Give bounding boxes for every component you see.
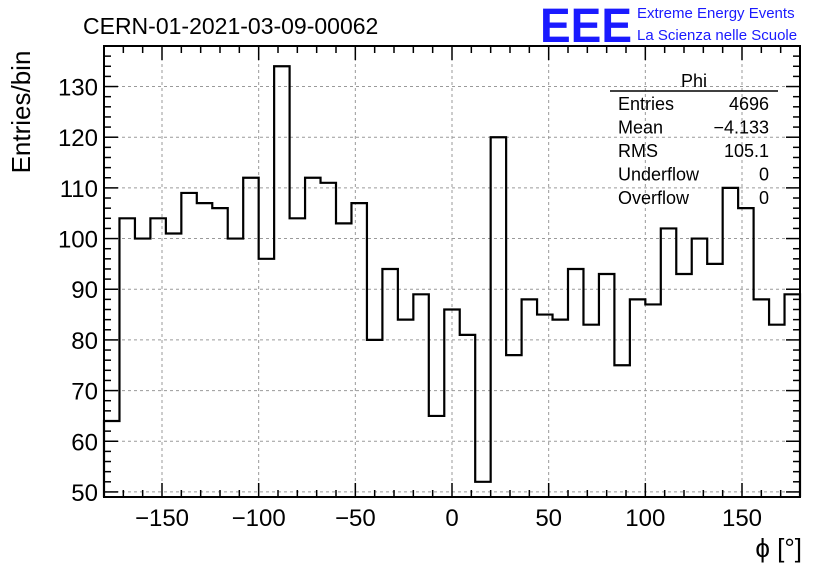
- y-tick-labels: 50 60 70 80 90 100 110 120 130: [58, 75, 98, 507]
- stats-label: Entries: [618, 94, 674, 114]
- histogram-bin: [614, 365, 629, 497]
- stats-box: Phi Entries 4696 Mean −4.133 RMS 105.1 Underfl…: [610, 71, 778, 208]
- histogram-bin: [785, 294, 800, 497]
- histogram-bin: [398, 320, 413, 497]
- x-tick-label: 0: [445, 505, 458, 532]
- histogram-bin: [321, 183, 336, 497]
- eee-logo-line2: La Scienza nelle Scuole: [637, 27, 797, 44]
- y-axis-label: Entries/bin: [6, 51, 36, 174]
- stats-box-name: Phi: [681, 71, 707, 91]
- histogram-bin: [537, 315, 552, 497]
- x-tick-label: −100: [232, 505, 286, 532]
- y-tick-label: 130: [58, 75, 98, 102]
- y-tick-label: 100: [58, 227, 98, 254]
- histogram-outline: [102, 65, 802, 497]
- histogram-bin: [351, 203, 366, 497]
- histogram-bin: [119, 218, 134, 497]
- histogram-bin: [274, 66, 289, 497]
- eee-logo-mark: EEE: [540, 0, 632, 53]
- histogram-bin: [707, 264, 722, 497]
- x-tick-label: 150: [722, 505, 762, 532]
- histogram-bin: [413, 294, 428, 497]
- y-tick-label: 90: [71, 277, 98, 304]
- histogram-bin: [367, 340, 382, 497]
- histogram-bin: [599, 274, 614, 497]
- y-tick-label: 120: [58, 125, 98, 152]
- stats-value: 0: [759, 188, 769, 208]
- histogram-bin: [135, 239, 150, 497]
- histogram-bins: [102, 65, 802, 497]
- histogram-bin: [305, 178, 320, 497]
- stats-label: Mean: [618, 118, 663, 138]
- histogram-bin: [645, 304, 660, 497]
- histogram-bin: [661, 228, 676, 497]
- histogram-bin: [738, 208, 753, 497]
- histogram-bin: [583, 325, 598, 497]
- y-tick-label: 50: [71, 480, 98, 507]
- histogram-bin: [290, 218, 305, 497]
- histogram-bin: [181, 193, 196, 497]
- x-tick-labels: −150 −100 −50 0 50 100 150: [135, 505, 762, 532]
- stats-label: RMS: [618, 141, 658, 161]
- stats-value: 0: [759, 165, 769, 185]
- histogram-bin: [243, 178, 258, 497]
- histogram-bin: [769, 325, 784, 497]
- axis-ticks: [103, 45, 801, 497]
- x-tick-label: 50: [535, 505, 562, 532]
- histogram-bin: [754, 299, 769, 497]
- histogram-bin: [228, 239, 243, 497]
- histogram-bin: [723, 188, 738, 497]
- y-tick-label: 80: [71, 328, 98, 355]
- stats-label: Underflow: [618, 165, 700, 185]
- histogram-bin: [568, 269, 583, 497]
- x-axis-label: ϕ [°]: [755, 533, 802, 563]
- x-tick-label: −50: [335, 505, 376, 532]
- histogram-bin: [197, 203, 212, 497]
- histogram-bin: [491, 137, 506, 497]
- x-tick-label: 100: [625, 505, 665, 532]
- stats-value: 4696: [729, 94, 769, 114]
- x-tick-label: −150: [135, 505, 189, 532]
- eee-logo-line1: Extreme Energy Events: [637, 5, 795, 22]
- histogram-bin: [475, 482, 490, 497]
- histogram-bin: [336, 223, 351, 497]
- histogram-bin: [522, 299, 537, 497]
- histogram-bin: [630, 299, 645, 497]
- stats-value: 105.1: [724, 141, 769, 161]
- histogram-bin: [104, 421, 119, 497]
- stats-value: −4.133: [713, 118, 769, 138]
- histogram-bin: [382, 269, 397, 497]
- histogram-bin: [150, 218, 165, 497]
- eee-logo: EEE Extreme Energy Events La Scienza nel…: [540, 0, 797, 53]
- histogram-bin: [212, 208, 227, 497]
- histogram-bin: [444, 310, 459, 497]
- histogram-bin: [692, 239, 707, 497]
- histogram-bin: [676, 274, 691, 497]
- histogram-bin: [553, 320, 568, 497]
- histogram-bin: [429, 416, 444, 497]
- histogram-bin: [506, 355, 521, 497]
- y-tick-label: 60: [71, 429, 98, 456]
- stats-label: Overflow: [618, 188, 690, 208]
- histogram-bin: [166, 233, 181, 497]
- histogram-bin: [460, 335, 475, 497]
- chart-title: CERN-01-2021-03-09-00062: [83, 13, 378, 39]
- y-tick-label: 70: [71, 379, 98, 406]
- y-tick-label: 110: [60, 176, 98, 203]
- histogram-bin: [259, 259, 274, 497]
